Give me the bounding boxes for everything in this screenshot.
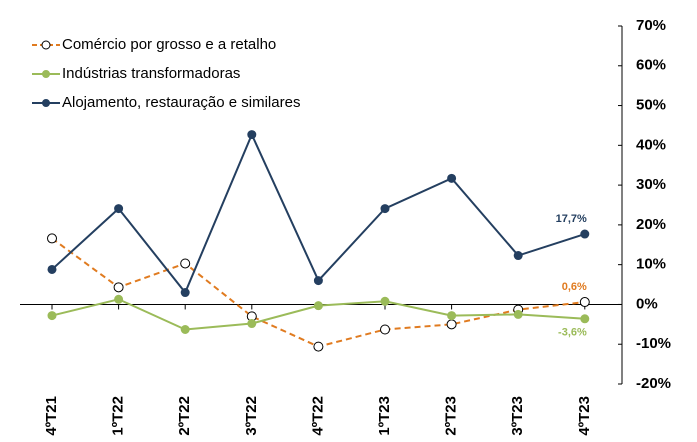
legend-marker — [41, 40, 51, 50]
data-point — [579, 297, 590, 308]
data-point — [313, 276, 323, 286]
value-label: 17,7% — [556, 213, 587, 225]
legend-label: Comércio por grosso e a retalho — [62, 36, 276, 53]
legend-label: Alojamento, restauração e similares — [62, 94, 300, 111]
data-point — [513, 309, 523, 319]
series-line — [51, 132, 586, 295]
data-point — [447, 173, 457, 183]
y-tick-label: 40% — [636, 136, 666, 153]
data-point — [247, 130, 257, 140]
data-point — [580, 229, 590, 239]
data-point — [380, 204, 390, 214]
x-tick-label: 2ºT22 — [176, 396, 193, 436]
data-point — [446, 319, 457, 330]
data-point — [180, 325, 190, 335]
data-point — [113, 282, 124, 293]
x-tick-label: 2ºT23 — [443, 396, 460, 436]
y-tick-label: 0% — [636, 295, 658, 312]
x-tick-label: 4ºT22 — [309, 396, 326, 436]
value-label: 0,6% — [562, 281, 587, 293]
y-tick-label: 10% — [636, 256, 666, 273]
data-point — [47, 264, 57, 274]
data-point — [580, 314, 590, 324]
y-tick-label: -10% — [636, 335, 671, 352]
data-point — [180, 288, 190, 298]
data-point — [447, 311, 457, 321]
legend-marker — [42, 70, 50, 78]
y-tick-label: 20% — [636, 216, 666, 233]
data-point — [313, 301, 323, 311]
x-tick-label: 3ºT22 — [243, 396, 260, 436]
data-point — [513, 251, 523, 261]
data-point — [313, 341, 324, 352]
data-point — [380, 296, 390, 306]
x-tick-label: 3ºT23 — [509, 396, 526, 436]
x-tick-label: 4ºT21 — [43, 396, 60, 436]
x-tick-label: 1ºT23 — [376, 396, 393, 436]
data-point — [114, 204, 124, 214]
legend-marker — [42, 99, 50, 107]
data-point — [114, 294, 124, 304]
y-tick-label: 30% — [636, 176, 666, 193]
data-point — [380, 324, 390, 335]
y-tick-label: 50% — [636, 97, 666, 114]
x-tick-label: 4ºT23 — [576, 396, 593, 436]
y-tick-label: 60% — [636, 57, 666, 74]
data-point — [180, 258, 191, 269]
data-point — [47, 233, 57, 244]
y-tick-label: -20% — [636, 375, 671, 392]
data-point — [247, 319, 257, 329]
legend-label: Indústrias transformadoras — [62, 65, 240, 82]
series-line — [51, 237, 585, 348]
x-tick-label: 1ºT22 — [110, 396, 127, 436]
data-point — [47, 311, 57, 321]
value-label: -3,6% — [558, 327, 587, 339]
y-tick-label: 70% — [636, 17, 666, 34]
